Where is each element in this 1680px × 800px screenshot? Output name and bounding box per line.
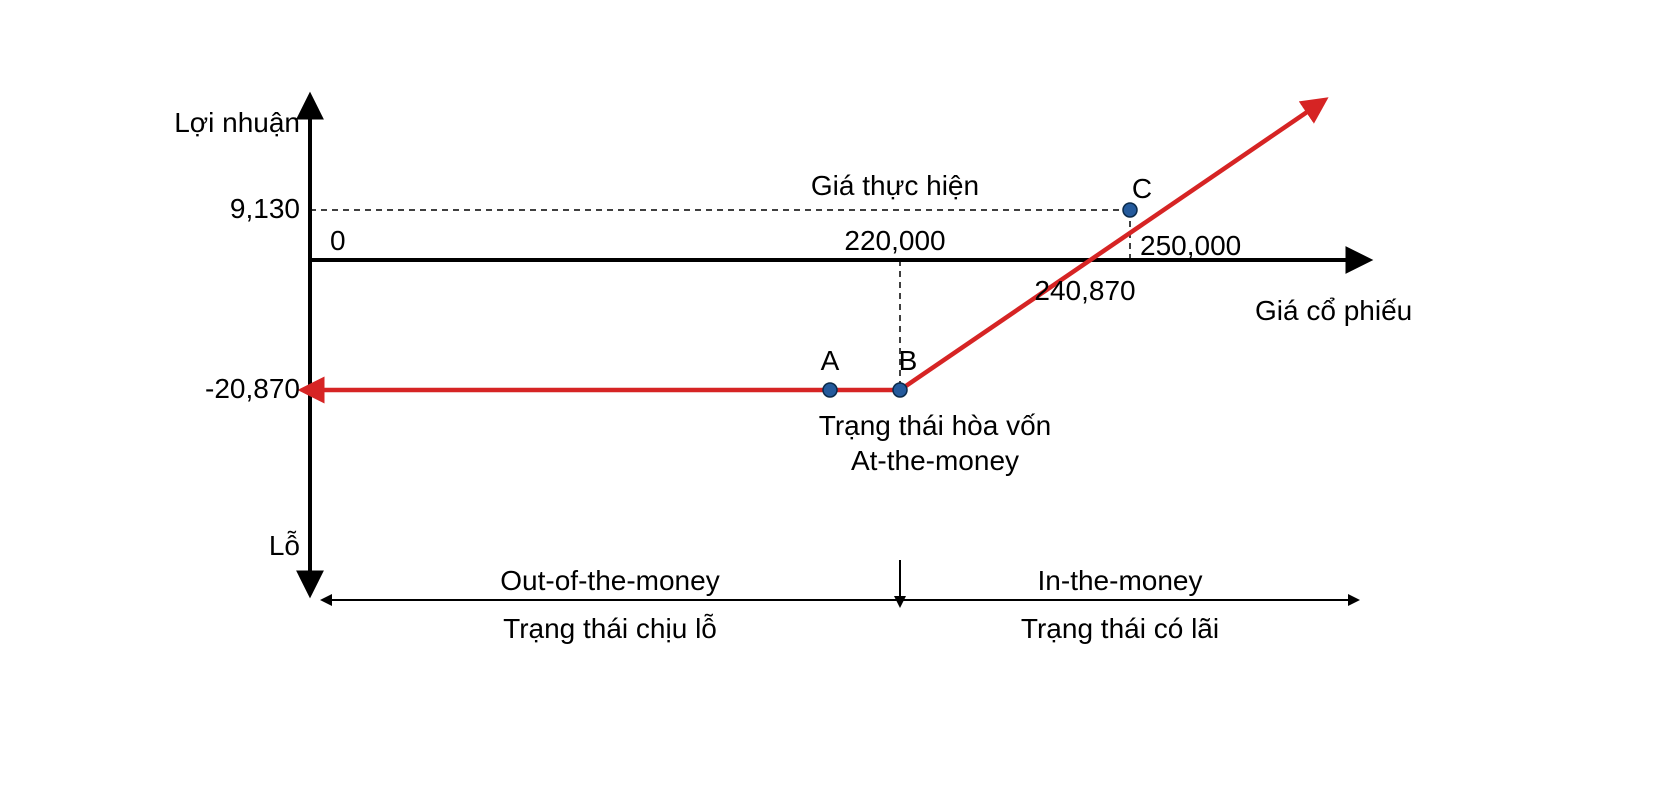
point-a-label: A: [821, 345, 840, 376]
origin-zero: 0: [330, 225, 346, 256]
y-axis-bottom-label: Lỗ: [269, 530, 300, 561]
atm-label-1: Trạng thái hòa vốn: [819, 410, 1051, 441]
otm-label-1: Out-of-the-money: [500, 565, 719, 596]
strike-label: Giá thực hiện: [811, 170, 979, 201]
point-b-label: B: [899, 345, 918, 376]
y-axis-top-label: Lợi nhuận: [174, 107, 300, 138]
strike-value: 220,000: [844, 225, 945, 256]
x-axis-right-label: Giá cổ phiếu: [1255, 295, 1412, 326]
itm-label-2: Trạng thái có lãi: [1021, 613, 1219, 644]
point-c-label: C: [1132, 173, 1152, 204]
atm-label-2: At-the-money: [851, 445, 1019, 476]
break-even-value: 240,870: [1034, 275, 1135, 306]
price-c-value: 250,000: [1140, 230, 1241, 261]
ytick-loss-flat: -20,870: [205, 373, 300, 404]
point-b: [893, 383, 907, 397]
point-a: [823, 383, 837, 397]
ytick-profit-c: 9,130: [230, 193, 300, 224]
option-payoff-diagram: Lợi nhuận Lỗ Giá cổ phiếu 9,130 -20,870 …: [0, 0, 1680, 800]
itm-label-1: In-the-money: [1038, 565, 1203, 596]
otm-label-2: Trạng thái chịu lỗ: [503, 613, 717, 644]
point-c: [1123, 203, 1137, 217]
